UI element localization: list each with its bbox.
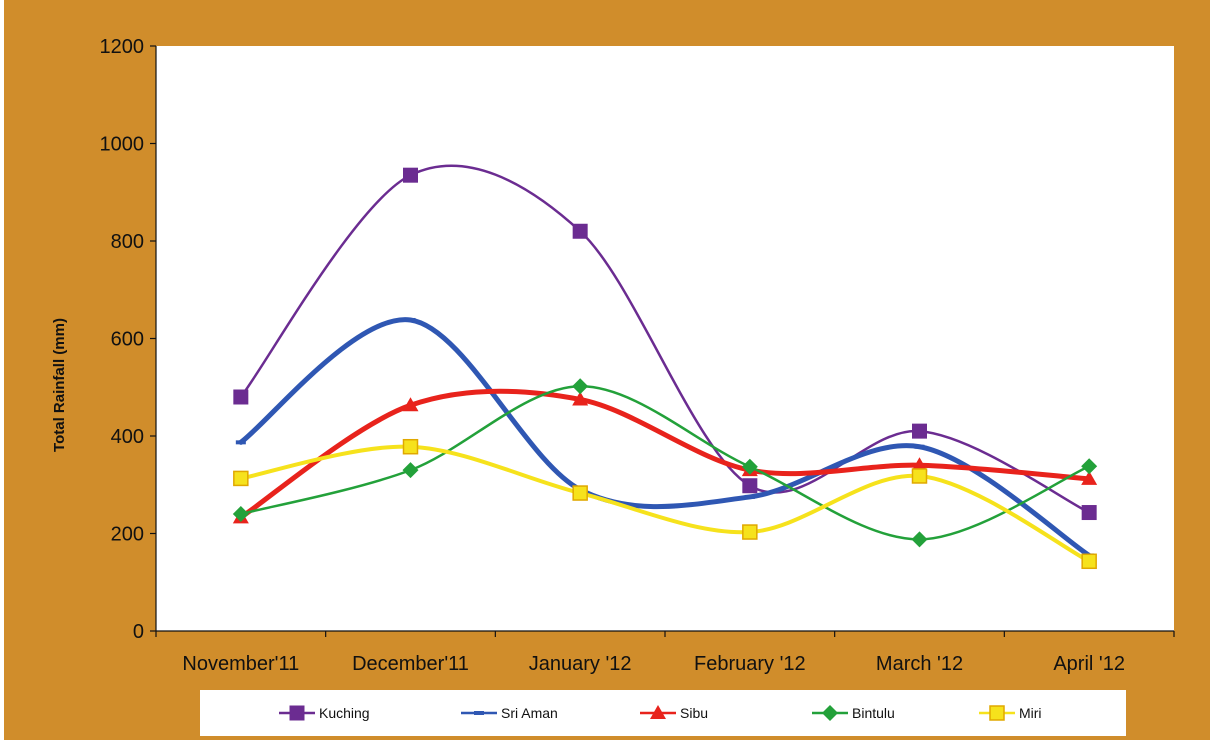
x-tick-label: January '12	[529, 653, 632, 675]
x-tick-label: April '12	[1053, 653, 1125, 675]
y-tick-label: 800	[111, 231, 144, 253]
legend-item-kuching: Kuching	[279, 705, 370, 721]
legend-marker	[650, 705, 666, 719]
data-point-kuching	[233, 389, 249, 405]
data-point-miri	[911, 468, 928, 484]
x-tick-label: November'11	[182, 653, 299, 675]
data-point-kuching	[912, 423, 927, 439]
x-tick-label: March '12	[876, 653, 963, 675]
legend-item-sri-aman: Sri Aman	[461, 705, 558, 721]
y-tick-label: 1200	[100, 36, 145, 58]
axes: 0 200 400 600 800 1000 1200 November'11 December…	[100, 36, 1175, 675]
series-miri	[233, 438, 1097, 570]
data-point-kuching	[1081, 505, 1097, 521]
series-line-bintulu	[239, 385, 1091, 541]
data-point-bintulu	[741, 458, 758, 475]
y-tick-label: 200	[111, 524, 144, 546]
series-layer	[232, 164, 1098, 570]
legend-marker	[822, 705, 838, 721]
data-point-kuching	[403, 167, 418, 183]
data-point-miri	[572, 485, 588, 501]
y-axis-title: Total Rainfall (mm)	[51, 318, 68, 452]
data-point-bintulu	[402, 462, 419, 479]
data-point-bintulu	[572, 378, 589, 395]
y-tick-label: 1000	[100, 134, 145, 156]
legend-label: Bintulu	[852, 705, 895, 721]
data-point-kuching	[742, 478, 758, 494]
legend: Kuching Sri Aman Sibu Bintulu Miri	[279, 705, 1042, 721]
data-point-sibu	[402, 397, 419, 412]
data-point-sri-aman	[405, 317, 416, 322]
data-point-bintulu	[1081, 458, 1098, 475]
legend-item-miri: Miri	[979, 705, 1042, 721]
legend-label: Miri	[1019, 705, 1042, 721]
data-point-miri	[233, 470, 249, 487]
x-tick-label: December'11	[352, 653, 469, 675]
y-tick-label: 400	[111, 426, 144, 448]
data-point-sibu	[911, 457, 928, 472]
legend-label: Sri Aman	[501, 705, 558, 721]
series-line-sibu	[238, 388, 1092, 520]
legend-label: Kuching	[319, 705, 370, 721]
data-point-bintulu	[911, 531, 928, 548]
series-line-sri-aman	[238, 317, 1092, 558]
legend-label: Sibu	[680, 705, 708, 721]
data-point-sibu	[1081, 470, 1098, 485]
data-point-miri	[402, 438, 419, 455]
y-tick-label: 0	[133, 621, 144, 643]
data-point-miri	[742, 524, 758, 540]
series-kuching	[233, 164, 1097, 521]
y-tick-label: 600	[111, 329, 144, 351]
data-point-sri-aman	[744, 494, 755, 499]
data-point-sibu	[572, 391, 589, 406]
plot-area	[156, 46, 1174, 631]
rainfall-line-chart: 0 200 400 600 800 1000 1200 November'11 December…	[51, 36, 1175, 736]
legend-item-sibu: Sibu	[640, 705, 708, 721]
data-point-bintulu	[232, 506, 249, 522]
data-point-kuching	[572, 223, 588, 239]
legend-item-bintulu: Bintulu	[812, 705, 895, 721]
data-point-miri	[1081, 553, 1097, 570]
series-bintulu	[232, 378, 1098, 548]
legend-marker	[289, 705, 305, 721]
x-tick-label: February '12	[694, 653, 806, 675]
data-point-sri-aman	[235, 440, 246, 445]
series-line-miri	[238, 444, 1092, 564]
legend-marker	[989, 705, 1005, 721]
legend-marker	[474, 711, 484, 715]
data-point-sri-aman	[914, 444, 925, 449]
series-sibu	[232, 388, 1098, 524]
